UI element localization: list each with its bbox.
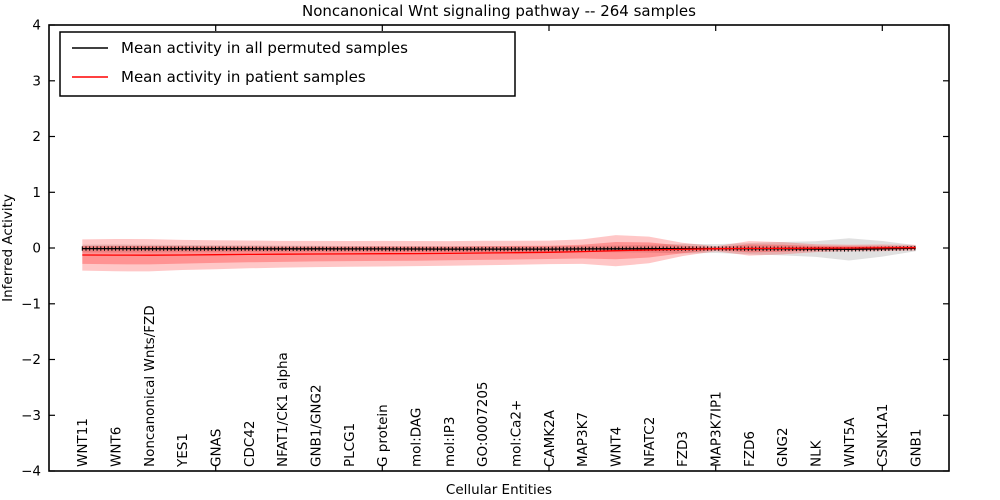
series-lines: [81, 246, 916, 256]
series-line: [82, 247, 916, 256]
legend: Mean activity in all permuted samples Me…: [59, 31, 516, 97]
x-tick-label: NFAT1/CK1 alpha: [275, 352, 291, 467]
y-tick-label: 0: [32, 241, 41, 257]
x-tick-label: CDC42: [242, 421, 258, 467]
x-tick-label: WNT5A: [842, 417, 858, 467]
y-tick-label: −3: [21, 408, 41, 424]
x-tick-label: NFATC2: [642, 417, 658, 467]
x-tick-label: GNB1/GNG2: [309, 384, 325, 467]
x-tick-label: YES1: [175, 433, 191, 468]
x-tick-label: GNAS: [209, 429, 225, 467]
x-tick-label: PLCG1: [342, 423, 358, 467]
x-axis-title: Cellular Entities: [446, 482, 552, 498]
x-tick-label: WNT4: [609, 427, 625, 467]
x-tick-label: mol:Ca2+: [509, 400, 525, 467]
y-tick-label: −2: [21, 352, 41, 368]
y-tick-label: 1: [32, 185, 41, 201]
y-tick-label: −1: [21, 296, 41, 312]
x-tick-label: GO:0007205: [475, 381, 491, 467]
x-tick-label: G protein: [375, 404, 391, 467]
x-axis-tick-labels: WNT11 WNT6 Noncanonical Wnts/FZD YES1 GNAS CD…: [75, 305, 924, 468]
y-tick-label: −4: [21, 464, 41, 480]
y-axis-title: Inferred Activity: [0, 194, 16, 302]
legend-label-permuted: Mean activity in all permuted samples: [121, 39, 408, 57]
plot-frame: [48, 24, 950, 472]
x-tick-label: mol:DAG: [409, 408, 425, 467]
x-tick-label: NLK: [809, 439, 825, 467]
legend-label-patient: Mean activity in patient samples: [121, 68, 366, 86]
x-tick-label: WNT11: [75, 418, 91, 467]
x-tick-label: FZD3: [675, 431, 691, 467]
x-tick-label: GNB1: [909, 429, 925, 467]
y-tick-label: 2: [32, 129, 41, 145]
x-tick-label: GNG2: [775, 427, 791, 467]
x-tick-label: MAP3K7IP1: [709, 391, 725, 467]
x-tick-label: CAMK2A: [542, 409, 558, 467]
y-tick-label: 3: [32, 73, 41, 89]
x-tick-label: FZD6: [742, 431, 758, 467]
x-tick-label: MAP3K7: [575, 412, 591, 467]
x-tick-label: WNT6: [109, 427, 125, 467]
legend-box: [59, 31, 516, 97]
x-tick-label: mol:IP3: [442, 417, 458, 467]
y-axis-tick-labels: 4 3 2 1 0 −1 −2 −3 −4: [21, 18, 41, 480]
y-tick-label: 4: [32, 18, 41, 34]
chart-title: Noncanonical Wnt signaling pathway -- 26…: [302, 2, 696, 20]
x-tick-label: Noncanonical Wnts/FZD: [142, 305, 158, 467]
x-tick-label: CSNK1A1: [875, 404, 891, 467]
